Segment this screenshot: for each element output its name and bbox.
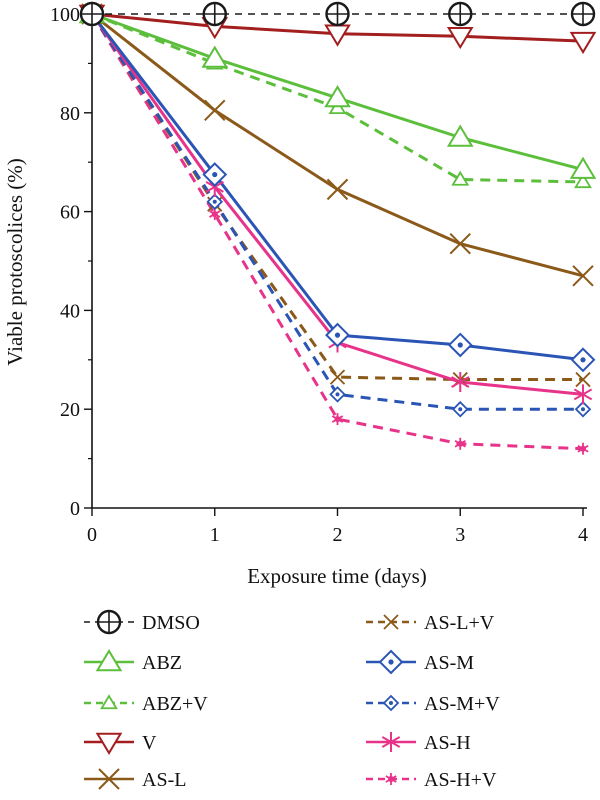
legend-item: AS-H xyxy=(366,732,471,754)
legend-marker xyxy=(378,649,404,675)
legend-item: ABZ xyxy=(84,649,182,674)
y-tick-label: 100 xyxy=(50,4,80,26)
legend-item: AS-L+V xyxy=(366,612,495,634)
data-point xyxy=(574,173,592,189)
x-tick-label: 2 xyxy=(333,524,343,546)
y-tick-label: 60 xyxy=(60,202,80,224)
legend-marker xyxy=(95,649,123,672)
series-line-as-l-v xyxy=(90,13,583,382)
x-tick-label: 3 xyxy=(455,524,465,546)
data-point xyxy=(451,170,470,186)
legend-label: ABZ+V xyxy=(142,693,208,715)
y-tick-label: 40 xyxy=(60,300,80,322)
data-point xyxy=(446,26,474,50)
legend-item: ABZ+V xyxy=(84,693,208,715)
legend-item: DMSO xyxy=(84,609,200,635)
y-tick-label: 80 xyxy=(60,103,80,125)
x-tick-label: 0 xyxy=(87,524,97,546)
data-point xyxy=(202,162,228,187)
y-tick-label: 0 xyxy=(70,498,80,520)
data-point xyxy=(574,400,592,418)
legend: DMSO ABZ ABZ+V V AS-L AS-L+V AS-M AS-M+V AS-H AS-… xyxy=(84,609,500,791)
series-line-as-m-v xyxy=(90,13,583,411)
legend-label: AS-L+V xyxy=(424,612,495,634)
data-point xyxy=(451,400,469,418)
legend-item: AS-M xyxy=(366,649,474,675)
data-point xyxy=(204,99,226,122)
data-point xyxy=(329,369,346,385)
data-point xyxy=(79,1,105,27)
legend-marker xyxy=(383,614,399,630)
series-markers xyxy=(78,1,597,455)
data-point xyxy=(331,413,344,426)
data-point xyxy=(451,372,470,393)
data-point xyxy=(577,442,589,455)
data-point xyxy=(575,371,591,388)
data-point xyxy=(325,322,350,348)
legend-marker xyxy=(100,694,118,710)
legend-marker xyxy=(96,609,122,635)
legend-item: AS-H+V xyxy=(366,769,497,791)
legend-item: V xyxy=(84,732,157,755)
x-tick-label: 4 xyxy=(578,524,588,546)
legend-marker xyxy=(381,732,401,752)
data-point xyxy=(454,437,466,450)
data-point xyxy=(569,31,597,55)
legend-label: ABZ xyxy=(142,652,182,674)
data-point xyxy=(326,178,349,201)
data-point xyxy=(206,193,224,210)
legend-marker xyxy=(385,773,397,785)
series-line-as-l xyxy=(91,12,584,278)
data-point xyxy=(448,1,473,27)
legend-label: AS-M xyxy=(424,652,474,674)
series-line-as-h-v xyxy=(90,13,584,451)
legend-label: AS-H+V xyxy=(424,769,497,791)
data-point xyxy=(572,265,594,287)
legend-item: AS-M+V xyxy=(366,693,500,715)
data-point xyxy=(202,1,227,27)
data-point xyxy=(325,1,350,27)
data-point xyxy=(209,208,221,221)
data-point xyxy=(449,233,471,255)
legend-label: AS-H xyxy=(424,732,471,754)
y-tick-label: 20 xyxy=(60,399,80,421)
legend-item: AS-L xyxy=(84,768,186,791)
legend-marker xyxy=(95,732,123,755)
data-point xyxy=(570,347,596,373)
data-point xyxy=(447,332,473,358)
legend-marker xyxy=(98,768,120,790)
x-tick-label: 1 xyxy=(210,524,220,546)
x-axis-label: Exposure time (days) xyxy=(247,564,427,588)
data-point xyxy=(324,85,351,108)
axes: 0 20 40 60 80 100 0 1 2 3 4 xyxy=(50,4,588,546)
legend-label: AS-L xyxy=(142,769,186,791)
legend-marker xyxy=(382,694,400,712)
y-axis-label: Viable protoscolices (%) xyxy=(3,158,27,366)
legend-label: DMSO xyxy=(142,612,200,634)
data-point xyxy=(329,386,346,403)
data-point xyxy=(201,45,229,68)
data-point xyxy=(570,1,596,27)
data-point xyxy=(569,156,597,179)
series-line-as-m xyxy=(90,13,584,362)
series-lines xyxy=(90,12,584,451)
legend-label: V xyxy=(142,732,157,754)
data-point xyxy=(573,384,593,405)
data-point xyxy=(446,124,474,147)
legend-label: AS-M+V xyxy=(424,693,500,715)
